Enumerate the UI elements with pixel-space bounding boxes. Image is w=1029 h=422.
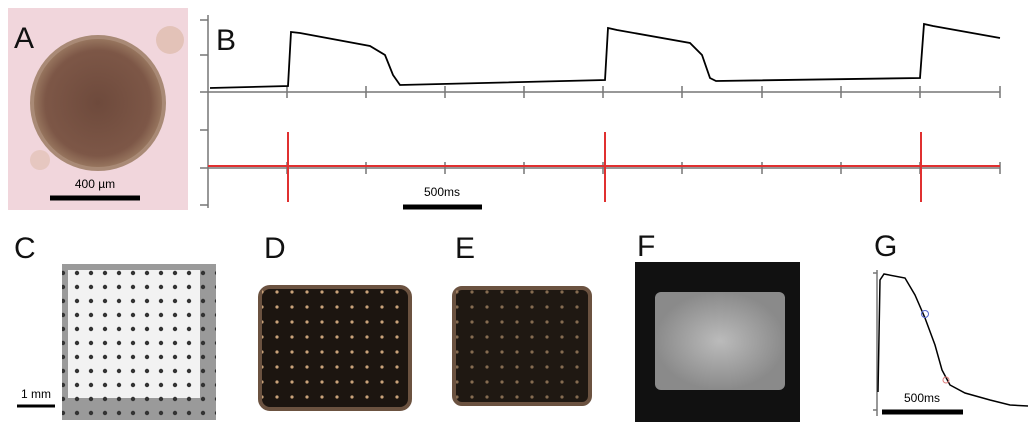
optical-trace (878, 274, 1028, 406)
time-axis (208, 86, 1000, 98)
scale-bar-label: 500ms (424, 185, 460, 199)
scale-bar-label: 500ms (904, 391, 940, 405)
panel-label: A (14, 22, 34, 55)
panel-label: E (455, 232, 475, 265)
pillar-array (62, 264, 216, 420)
panel-label: F (637, 230, 655, 263)
fluorescence-tissue (655, 292, 785, 390)
page: A 400 µm B 500ms C 1 mm D E (0, 0, 1029, 422)
panel-label: D (264, 232, 286, 265)
action-potential-trace (210, 24, 1000, 88)
panel-b: B 500ms (200, 15, 1000, 208)
panel-f: F (635, 230, 800, 422)
y-axis (873, 270, 877, 416)
pillar-array (262, 289, 408, 407)
pillar-array (456, 290, 588, 402)
spheroid (32, 37, 164, 169)
debris (30, 150, 50, 170)
figure: A 400 µm B 500ms C 1 mm D E (0, 0, 1029, 422)
panel-c: C 1 mm (14, 232, 216, 420)
debris (156, 26, 184, 54)
panel-g: G 500ms (873, 230, 1028, 416)
panel-a: A 400 µm (8, 8, 188, 210)
panel-e: E (454, 232, 590, 404)
panel-label: G (874, 230, 897, 263)
y-axis (200, 15, 208, 208)
panel-label: C (14, 232, 36, 265)
panel-d: D (260, 232, 410, 409)
scale-bar-label: 400 µm (75, 177, 115, 191)
scale-bar-label: 1 mm (21, 387, 51, 401)
panel-label: B (216, 24, 236, 57)
